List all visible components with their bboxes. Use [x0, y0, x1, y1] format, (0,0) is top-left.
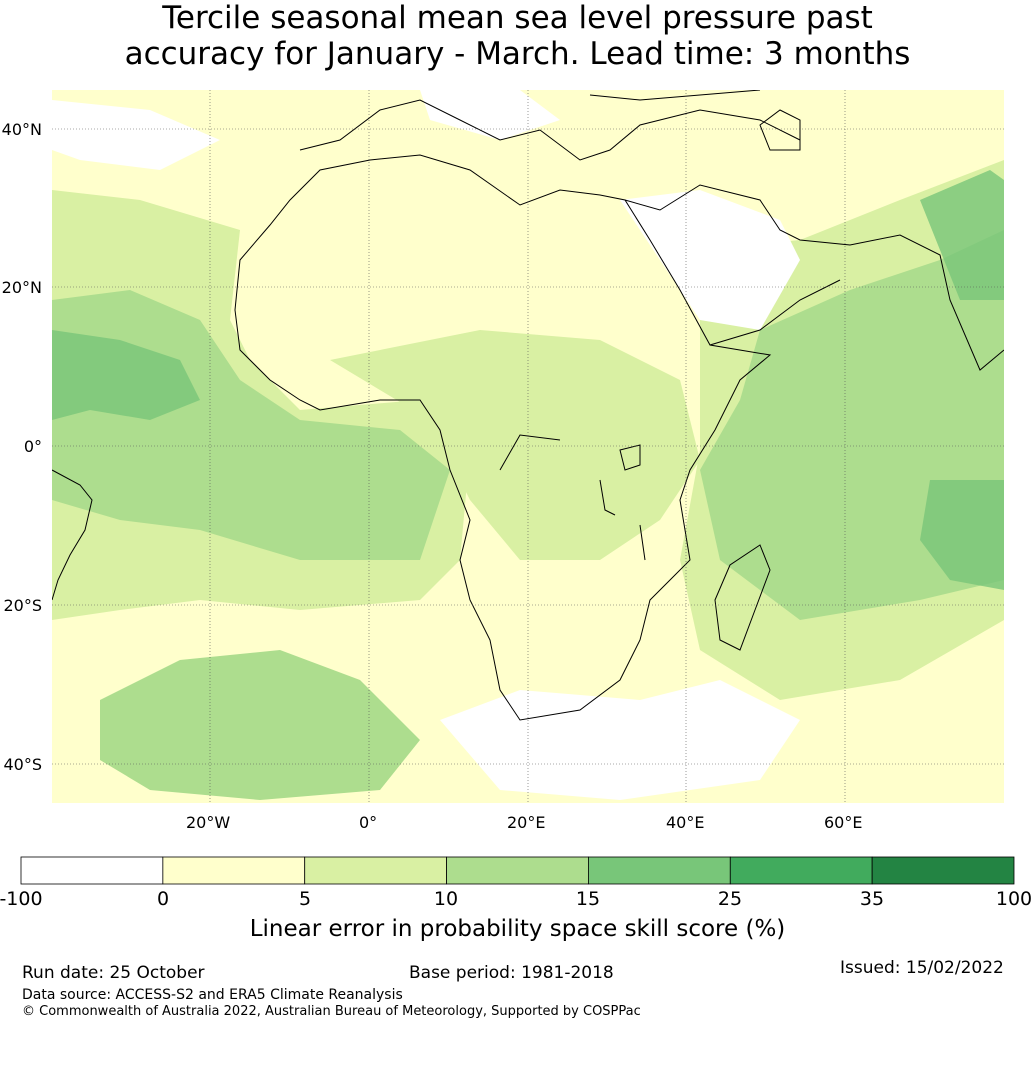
run-date: Run date: 25 October	[22, 963, 205, 983]
skill-zone-south	[100, 650, 420, 800]
low-skill-north	[52, 90, 560, 170]
lat-label-0: 0°	[23, 437, 42, 456]
coastlines	[52, 90, 1004, 721]
lakes-and-rivers	[499, 434, 646, 561]
lat-label-20s: 20°S	[3, 596, 42, 615]
skill-zone-atlantic-core	[52, 330, 200, 420]
low-skill-arabia	[620, 190, 800, 330]
colorbar-tick-6: 35	[859, 888, 885, 910]
data-source: Data source: ACCESS-S2 and ERA5 Climate …	[22, 987, 403, 1003]
title-line-1: Tercile seasonal mean sea level pressure…	[162, 0, 873, 36]
colorbar-segment-2	[304, 856, 447, 885]
colorbar-tick-1: 0	[156, 888, 170, 910]
lon-label-40e: 40°E	[666, 813, 705, 832]
africa-coastline	[234, 154, 772, 721]
map-title: Tercile seasonal mean sea level pressure…	[0, 0, 1035, 72]
title-line-2: accuracy for January - March. Lead time:…	[124, 36, 911, 72]
colorbar-segment-5	[729, 856, 873, 885]
south-america-coastline	[52, 469, 93, 601]
europe-coastline	[299, 90, 801, 161]
colorbar-segment-1	[162, 856, 306, 885]
lon-label-0: 0°	[359, 813, 378, 832]
colorbar-tick-4: 15	[575, 888, 601, 910]
lon-label-20w: 20°W	[186, 813, 231, 832]
colorbar-tick-5: 25	[717, 888, 743, 910]
colorbar-tick-0: -100	[0, 888, 43, 910]
colorbar-tick-3: 10	[433, 888, 459, 910]
lat-label-20n: 20°N	[1, 278, 42, 297]
madagascar-coastline	[714, 544, 771, 651]
colorbar-tick-2: 5	[298, 888, 312, 910]
lat-label-40n: 40°N	[1, 120, 42, 139]
lon-label-60e: 60°E	[824, 813, 863, 832]
colorbar-tick-7: 100	[995, 888, 1033, 910]
colorbar-segment-0	[20, 856, 164, 885]
base-period: Base period: 1981-2018	[409, 963, 614, 983]
colorbar-segment-6	[871, 856, 1015, 885]
low-skill-south-atlantic	[440, 680, 800, 800]
colorbar	[20, 856, 1015, 885]
lon-label-20e: 20°E	[507, 813, 546, 832]
colorbar-title: Linear error in probability space skill …	[249, 916, 786, 942]
skill-zone-central-africa	[330, 330, 700, 560]
issued-date: Issued: 15/02/2022	[840, 958, 1004, 978]
colorbar-segment-3	[446, 856, 589, 885]
arabia-coastline	[624, 184, 1004, 371]
gridlines	[52, 90, 1004, 803]
lat-label-40s: 40°S	[3, 755, 42, 774]
copyright: © Commonwealth of Australia 2022, Austra…	[22, 1004, 641, 1019]
skill-zone-indian-core	[920, 170, 1004, 590]
colorbar-segment-4	[588, 856, 731, 885]
